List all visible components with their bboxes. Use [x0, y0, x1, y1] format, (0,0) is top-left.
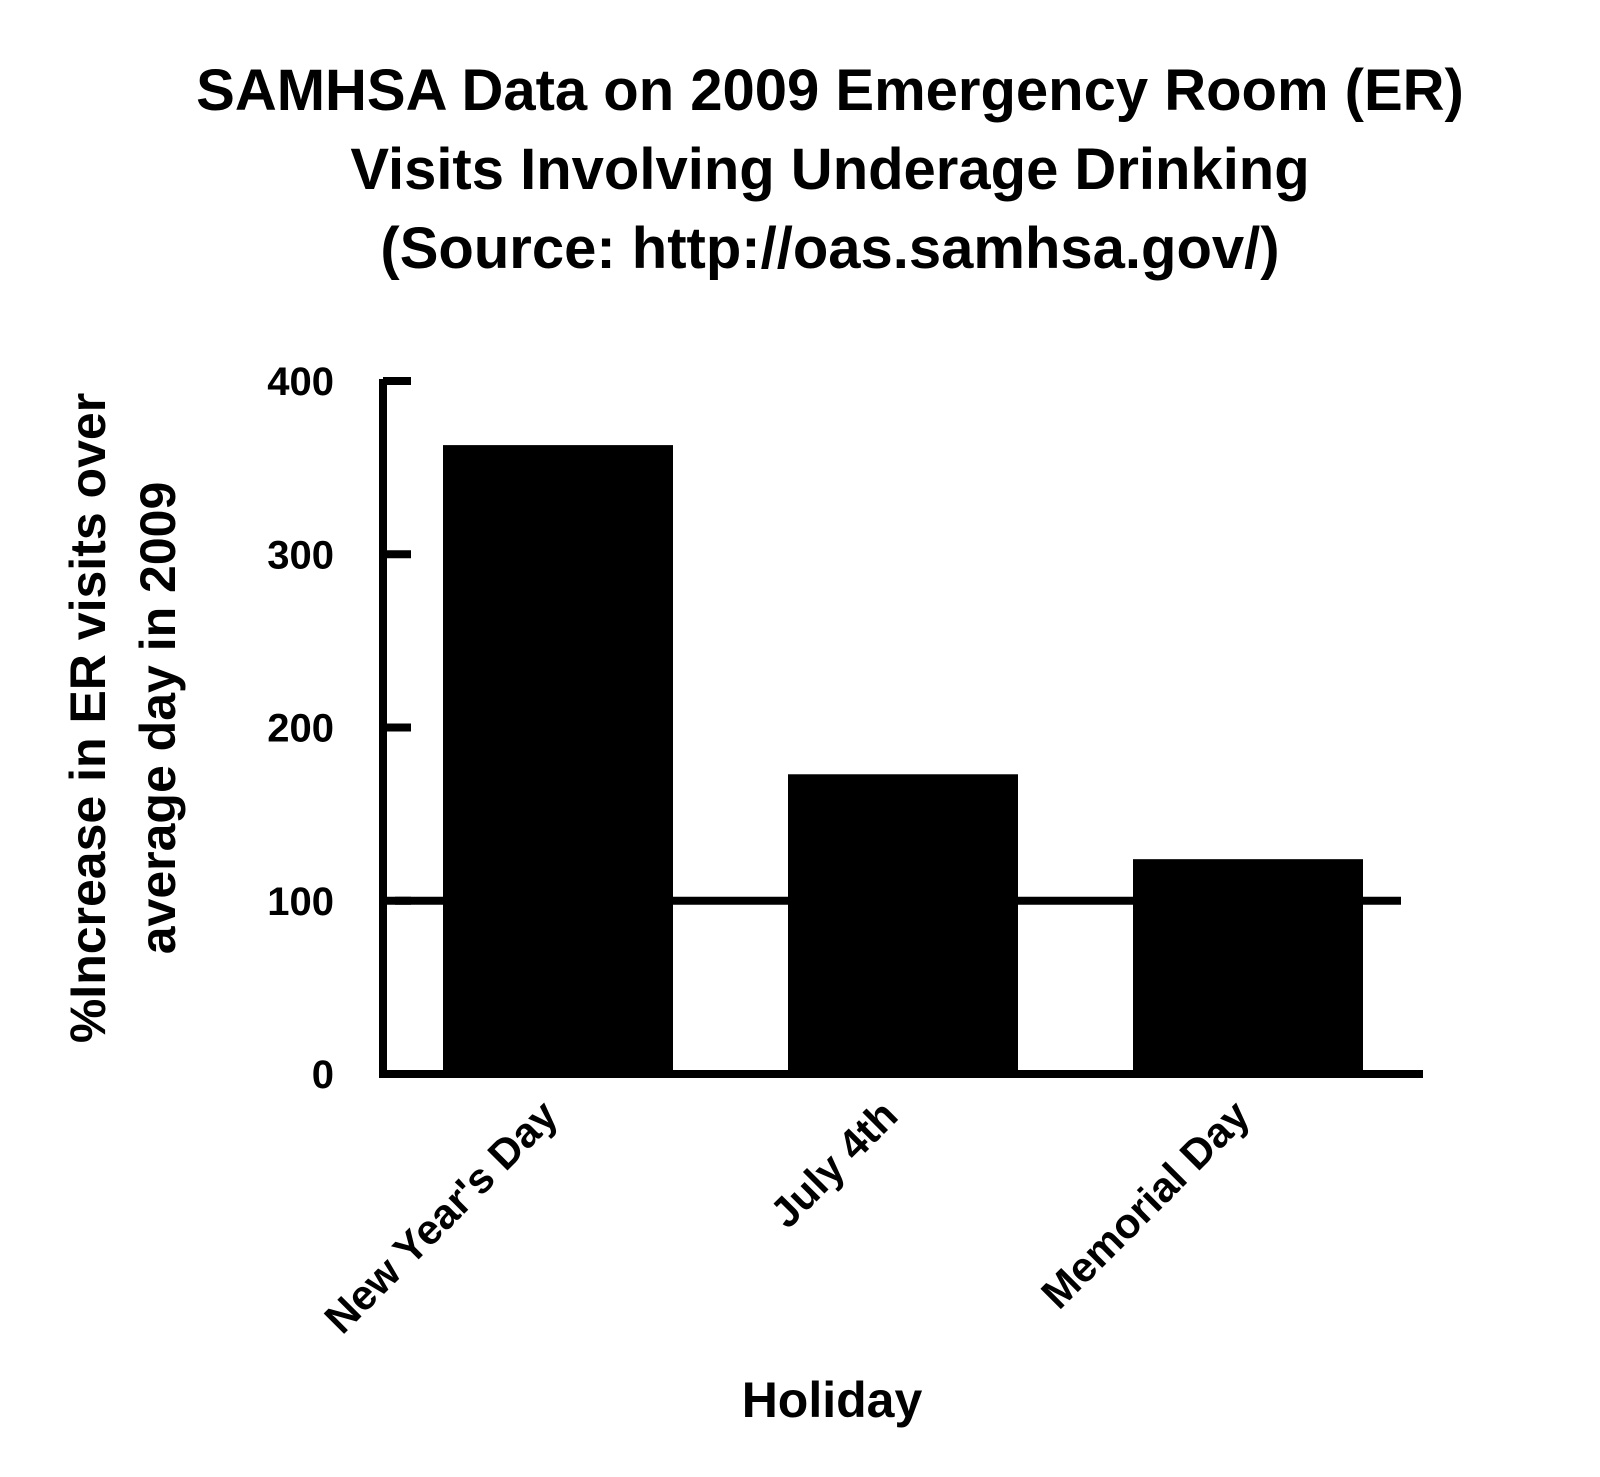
- chart-title-line-2: Visits Involving Underage Drinking: [350, 137, 1309, 202]
- y-axis-title: %Increase in ER visits over average day …: [60, 393, 186, 1043]
- bar-1: [788, 774, 1018, 1074]
- x-tick-labels-group: New Year's Day July 4th Memorial Day: [315, 1091, 1259, 1343]
- chart-title-line-3: (Source: http://oas.samhsa.gov/): [380, 216, 1279, 281]
- y-tick-label-300: 300: [267, 533, 334, 577]
- x-tick-label-2: Memorial Day: [1032, 1091, 1259, 1318]
- bars-group: [443, 445, 1363, 1074]
- bar-0: [443, 445, 673, 1074]
- y-tick-label-400: 400: [267, 360, 334, 404]
- x-tick-label-1: July 4th: [761, 1091, 906, 1236]
- chart-title-line-1: SAMHSA Data on 2009 Emergency Room (ER): [196, 58, 1464, 123]
- y-axis-title-line-2: average day in 2009: [130, 482, 186, 955]
- x-axis-title: Holiday: [742, 1372, 923, 1428]
- y-tick-label-100: 100: [267, 880, 334, 924]
- x-tick-label-0: New Year's Day: [315, 1091, 567, 1343]
- y-tick-label-200: 200: [267, 707, 334, 751]
- y-ticks-group: 0 100 200 300 400: [267, 360, 411, 1097]
- chart-title: SAMHSA Data on 2009 Emergency Room (ER) …: [196, 58, 1464, 281]
- y-axis-title-line-1: %Increase in ER visits over: [60, 393, 116, 1043]
- bar-2: [1133, 859, 1363, 1074]
- y-tick-label-0: 0: [312, 1053, 334, 1097]
